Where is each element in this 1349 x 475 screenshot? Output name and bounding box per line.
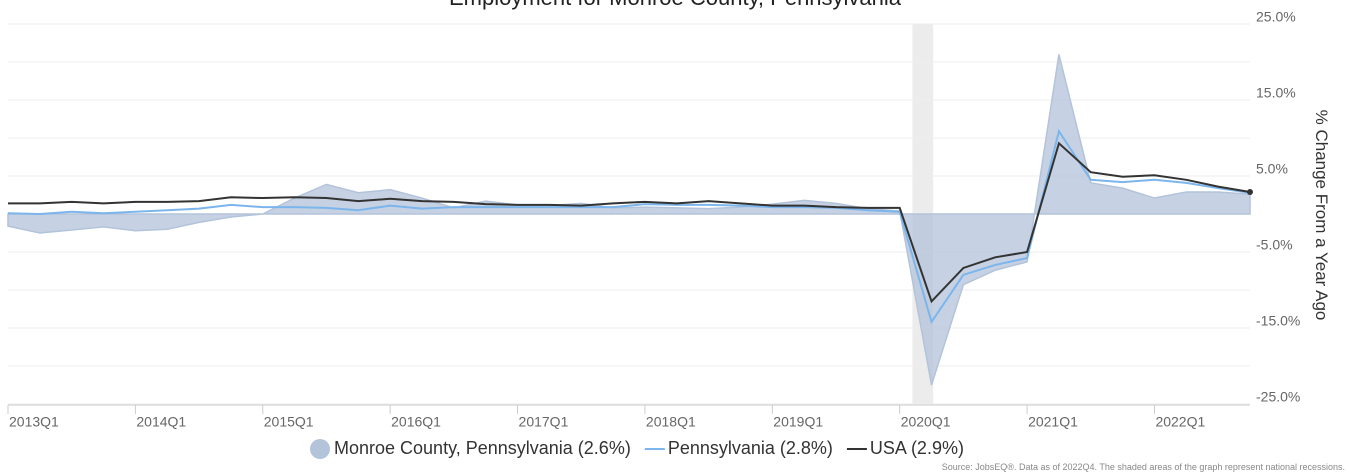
x-tick-label: 2015Q1 [264, 414, 314, 430]
x-tick-label: 2018Q1 [646, 414, 696, 430]
legend-label: Pennsylvania (2.8%) [668, 438, 833, 458]
x-tick-label: 2022Q1 [1155, 414, 1205, 430]
area [7, 54, 1251, 386]
legend-swatch [310, 439, 330, 459]
source-note: Source: JobsEQ®. Data as of 2022Q4. The … [942, 462, 1345, 472]
legend-label: USA (2.9%) [870, 438, 964, 458]
y-tick-label: -15.0% [1256, 313, 1300, 329]
y-tick-label: 5.0% [1256, 161, 1288, 177]
x-tick-label: 2014Q1 [136, 414, 186, 430]
x-tick-label: 2016Q1 [391, 414, 441, 430]
y-tick-label: 15.0% [1256, 85, 1296, 101]
y-tick-label: 25.0% [1256, 9, 1296, 25]
x-tick-label: 2021Q1 [1028, 414, 1078, 430]
y-axis-label: % Change From a Year Ago [1312, 110, 1331, 321]
x-tick-label: 2017Q1 [519, 414, 569, 430]
x-tick-label: 2013Q1 [9, 414, 59, 430]
y-tick-label: -25.0% [1256, 389, 1300, 405]
y-tick-label: -5.0% [1256, 237, 1293, 253]
legend-label: Monroe County, Pennsylvania (2.6%) [334, 438, 631, 458]
x-tick-label: 2020Q1 [901, 414, 951, 430]
x-tick-label: 2019Q1 [773, 414, 823, 430]
end-marker [1247, 188, 1253, 195]
chart-title: Employment for Monroe County, Pennsylvan… [449, 0, 902, 10]
line [8, 141, 1251, 304]
